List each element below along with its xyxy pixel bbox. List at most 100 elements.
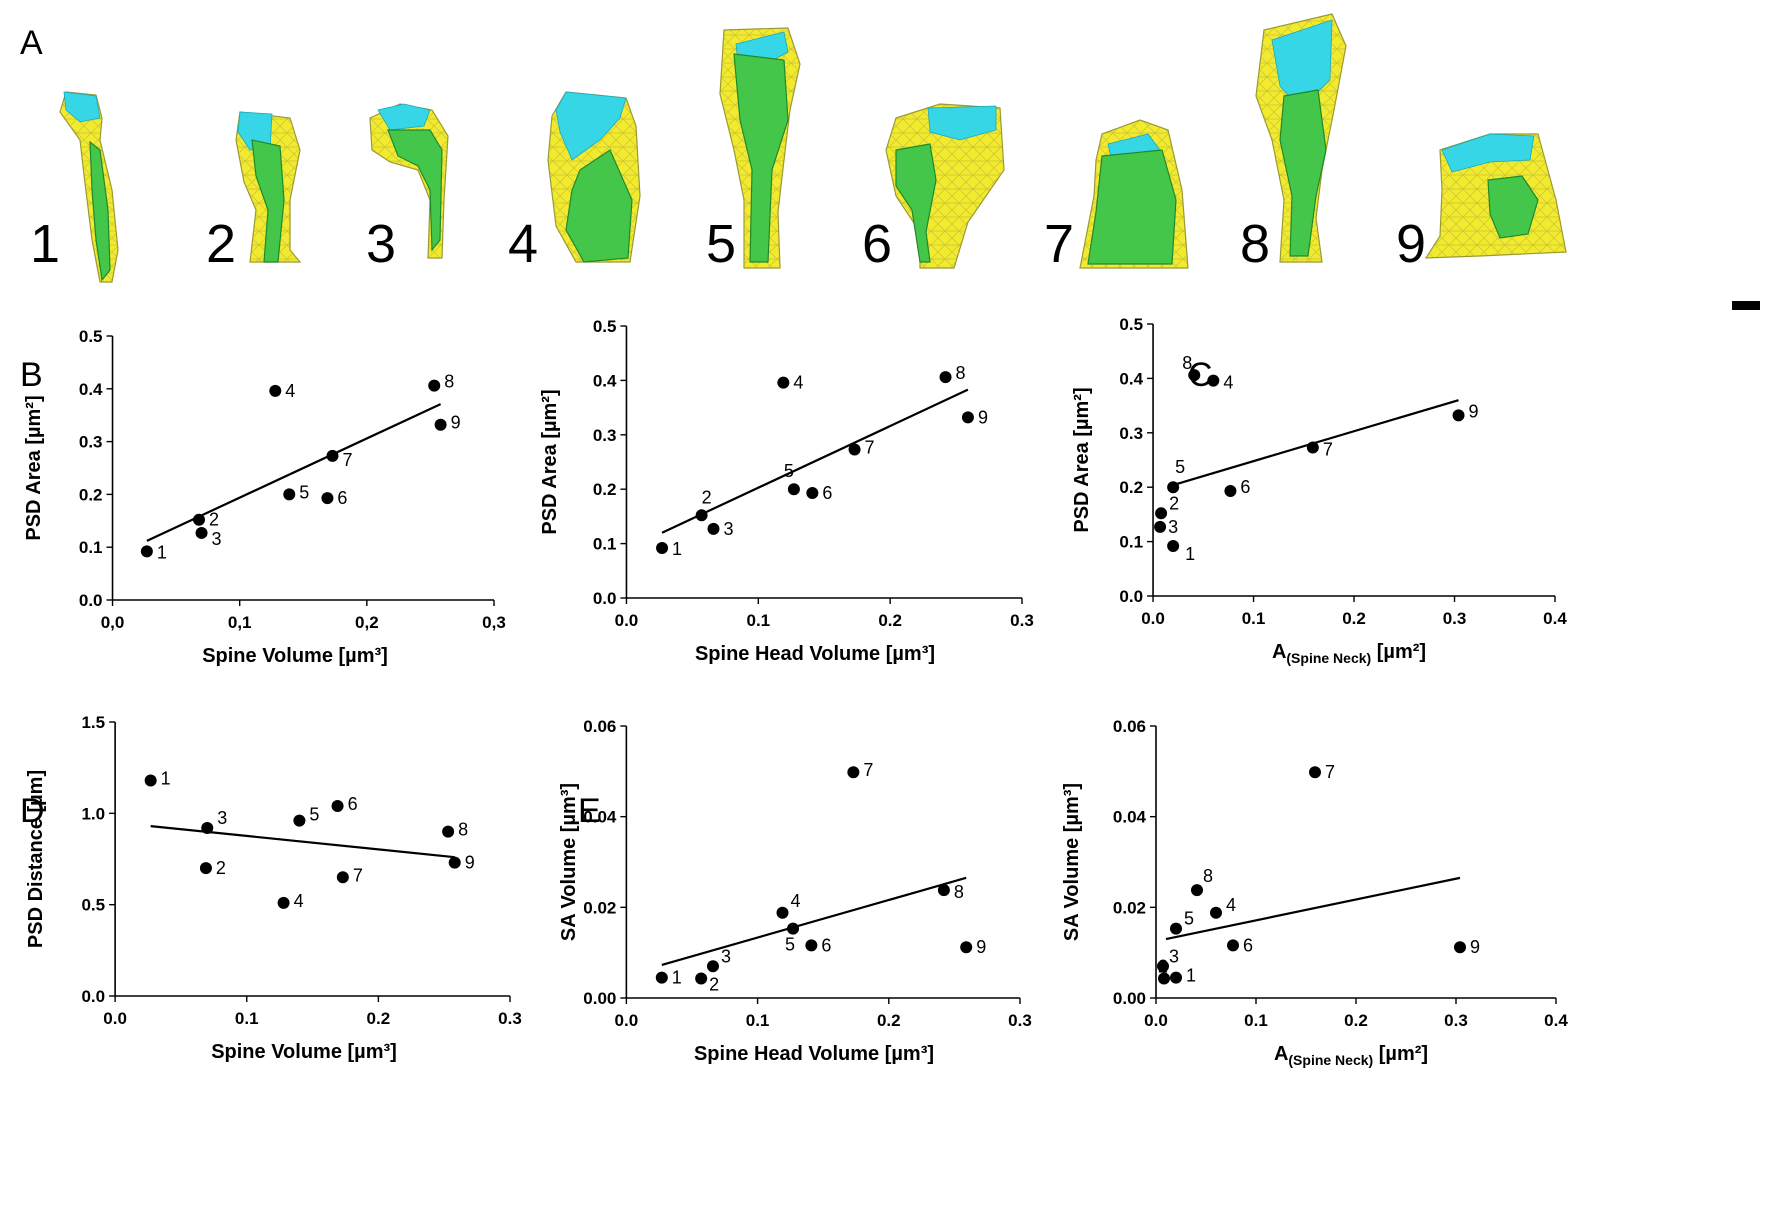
panel-a-spine-reconstructions: 1 2 3 4 5 6 7 8 9 [30,13,1760,310]
data-point-4 [776,906,789,919]
spine-reconstruction-1: 1 [30,91,119,283]
panel-letter-b: B [20,356,43,394]
data-point-label: 5 [299,482,309,502]
data-point-label: 7 [353,865,363,885]
data-point-label: 9 [451,413,461,433]
x-tick-label: 0.3 [1443,609,1467,628]
y-tick-label: 0.02 [583,898,616,917]
data-point-label: 8 [1182,353,1192,373]
data-point-4 [777,376,790,389]
panel-letter-a: A [20,24,43,62]
data-point-8 [1191,884,1203,897]
y-tick-label: 0.06 [583,717,616,736]
data-point-label: 8 [954,882,964,902]
data-point-label: 6 [1243,935,1253,955]
y-tick-label: 0.4 [79,380,103,399]
x-tick-label: 0.0 [615,1011,639,1030]
x-tick-label: 0.1 [1242,609,1266,628]
x-tick-label: 0.3 [1444,1011,1468,1030]
data-point-1 [1170,971,1182,984]
data-point-label: 7 [343,450,353,470]
data-point-8 [939,371,952,384]
data-point-label: 1 [672,539,682,559]
data-point-label: 4 [793,373,803,393]
data-point-label: 5 [1175,457,1185,477]
y-axis-title: PSD Area [µm²] [23,395,45,540]
panel-letter-d: D [20,792,45,830]
spine-number-label: 9 [1396,214,1426,274]
spine-apparatus [387,129,443,252]
spine-apparatus [895,143,937,263]
data-point-5 [1167,481,1180,494]
y-tick-label: 0.2 [1119,478,1143,497]
chart-psd-area-vs-spine-volume: 0.0 0.1 0.2 0.3 0.4 0.5 0,0 0,1 0,2 0,3 Spine Volu… [0,0,506,667]
data-point-label: 1 [672,968,682,988]
x-tick-label: 0.0 [1144,1011,1168,1030]
data-point-8 [428,379,441,392]
x-tick-label: 0,2 [355,613,379,632]
x-tick-label: 0.1 [746,611,770,630]
data-point-label: 8 [444,372,454,392]
spine-reconstruction-5: 5 [706,27,801,274]
x-tick-label: 0.2 [878,611,902,630]
data-point-label: 7 [863,760,873,780]
y-tick-label: 0.5 [1119,315,1143,334]
data-point-label: 9 [1470,937,1480,957]
data-point-label: 8 [956,363,966,383]
data-point-7 [848,443,861,456]
data-point-1 [1167,539,1180,552]
data-point-label: 2 [702,487,712,507]
spine-apparatus [1087,149,1177,265]
x-axis-title: Spine Volume [µm³] [202,645,388,667]
data-point-label: 7 [865,437,875,457]
x-tick-label: 0.2 [1342,609,1366,628]
y-tick-label: 0.0 [1119,587,1143,606]
data-point-label: 5 [309,805,319,825]
y-tick-label: 0.04 [1113,808,1147,827]
x-tick-label: 0.0 [1141,609,1165,628]
chart-sa-volume-vs-spine-head-volume: 0.00 0.02 0.04 0.06 0.0 0.1 0.2 0.3 Spine Head V… [0,0,1032,1065]
chart-sa-volume-vs-spine-neck-area: 0.00 0.02 0.04 0.06 0.0 0.1 0.2 0.3 0.4 A(Spine N… [0,0,1568,1068]
panel-letter-e: E [578,792,601,830]
data-point-9 [961,411,974,424]
spine-reconstruction-4: 4 [508,91,641,274]
x-axis-title: Spine Head Volume [µm³] [695,643,935,665]
data-point-label: 5 [784,461,794,481]
spine-mesh [886,104,1004,268]
y-tick-label: 0.0 [79,591,103,610]
data-point-label: 6 [337,488,347,508]
y-tick-label: 0.00 [583,989,616,1008]
data-point-3 [195,526,208,539]
spine-number-label: 4 [508,214,538,274]
data-point-5 [283,488,296,501]
x-tick-label: 0.0 [615,611,639,630]
data-point-label: 1 [1186,966,1196,986]
x-tick-label: 0.1 [235,1009,259,1028]
spine-reconstruction-3: 3 [366,103,449,274]
x-axis-title: Spine Volume [µm³] [211,1041,397,1063]
spine-psd [63,91,101,123]
data-point-label: 6 [822,483,832,503]
data-point-9 [434,418,447,431]
y-tick-label: 0.2 [593,480,617,499]
spine-number-label: 7 [1044,214,1074,274]
data-point-2 [695,972,708,985]
data-point-label: 7 [1325,762,1335,782]
y-tick-label: 0.4 [593,371,617,390]
chart-psd-area-vs-spine-neck-area: 0.0 0.1 0.2 0.3 0.4 0.5 0.0 0.1 0.2 0.3 0.4 A(Spine… [0,0,1567,666]
data-point-label: 6 [1240,477,1250,497]
data-point-3 [1154,520,1167,533]
y-tick-label: 0.5 [593,317,617,336]
x-tick-label: 0.3 [1010,611,1034,630]
data-point-label: 7 [1323,439,1333,459]
y-tick-label: 0.02 [1113,898,1146,917]
data-point-label: 4 [1223,373,1233,393]
data-point-5 [787,922,800,935]
data-point-7 [336,871,349,884]
y-tick-label: 1.0 [81,804,105,823]
data-point-4 [277,896,290,909]
data-point-6 [1224,485,1237,498]
data-point-4 [1210,906,1222,919]
data-point-9 [448,856,461,869]
x-tick-label: 0.3 [498,1009,522,1028]
